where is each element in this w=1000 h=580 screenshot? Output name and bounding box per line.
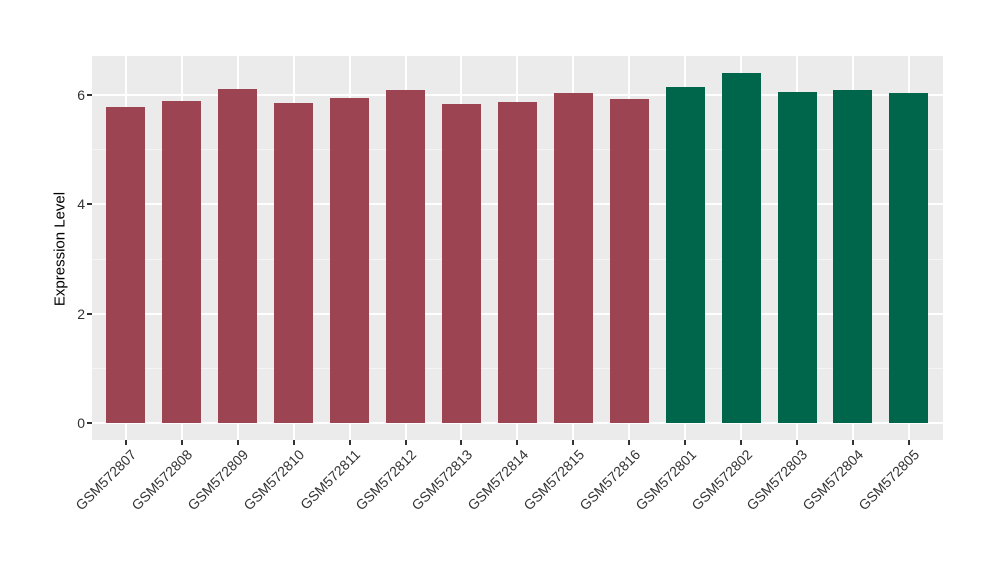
- x-tick-mark: [907, 440, 910, 445]
- y-tick-label: 0: [77, 415, 85, 431]
- y-tick-mark: [87, 422, 92, 424]
- x-tick-mark: [180, 440, 183, 445]
- bar-GSM572803: [777, 91, 817, 423]
- bar-GSM572815: [553, 93, 593, 423]
- x-tick-mark: [460, 440, 463, 445]
- x-tick-mark: [124, 440, 127, 445]
- bar-GSM572813: [441, 104, 481, 423]
- y-tick-label: 4: [77, 196, 85, 212]
- x-tick-mark: [292, 440, 295, 445]
- x-tick-mark: [348, 440, 351, 445]
- bar-GSM572801: [665, 87, 705, 423]
- bar-GSM572808: [162, 100, 202, 423]
- bar-GSM572816: [609, 98, 649, 423]
- y-tick-label: 6: [77, 86, 85, 103]
- y-tick-mark: [87, 203, 92, 205]
- bar-GSM572814: [497, 102, 537, 423]
- x-tick-mark: [796, 440, 799, 445]
- bar-GSM572804: [833, 89, 873, 423]
- x-tick-mark: [516, 440, 519, 445]
- bar-GSM572810: [274, 103, 314, 423]
- x-tick-mark: [628, 440, 631, 445]
- bar-GSM572802: [721, 72, 761, 423]
- bar-GSM572805: [889, 93, 929, 423]
- x-tick-mark: [851, 440, 854, 445]
- x-tick-mark: [684, 440, 687, 445]
- x-tick-mark: [404, 440, 407, 445]
- x-tick-mark: [740, 440, 743, 445]
- x-tick-mark: [572, 440, 575, 445]
- y-tick-label: 2: [77, 305, 85, 322]
- y-tick-mark: [87, 93, 92, 96]
- plot-panel: [92, 56, 943, 440]
- y-tick-mark: [87, 312, 92, 315]
- bar-GSM572807: [106, 107, 146, 423]
- bar-GSM572809: [218, 89, 258, 423]
- bar-GSM572811: [330, 98, 370, 423]
- x-tick-mark: [236, 440, 239, 445]
- bar-GSM572812: [386, 89, 426, 423]
